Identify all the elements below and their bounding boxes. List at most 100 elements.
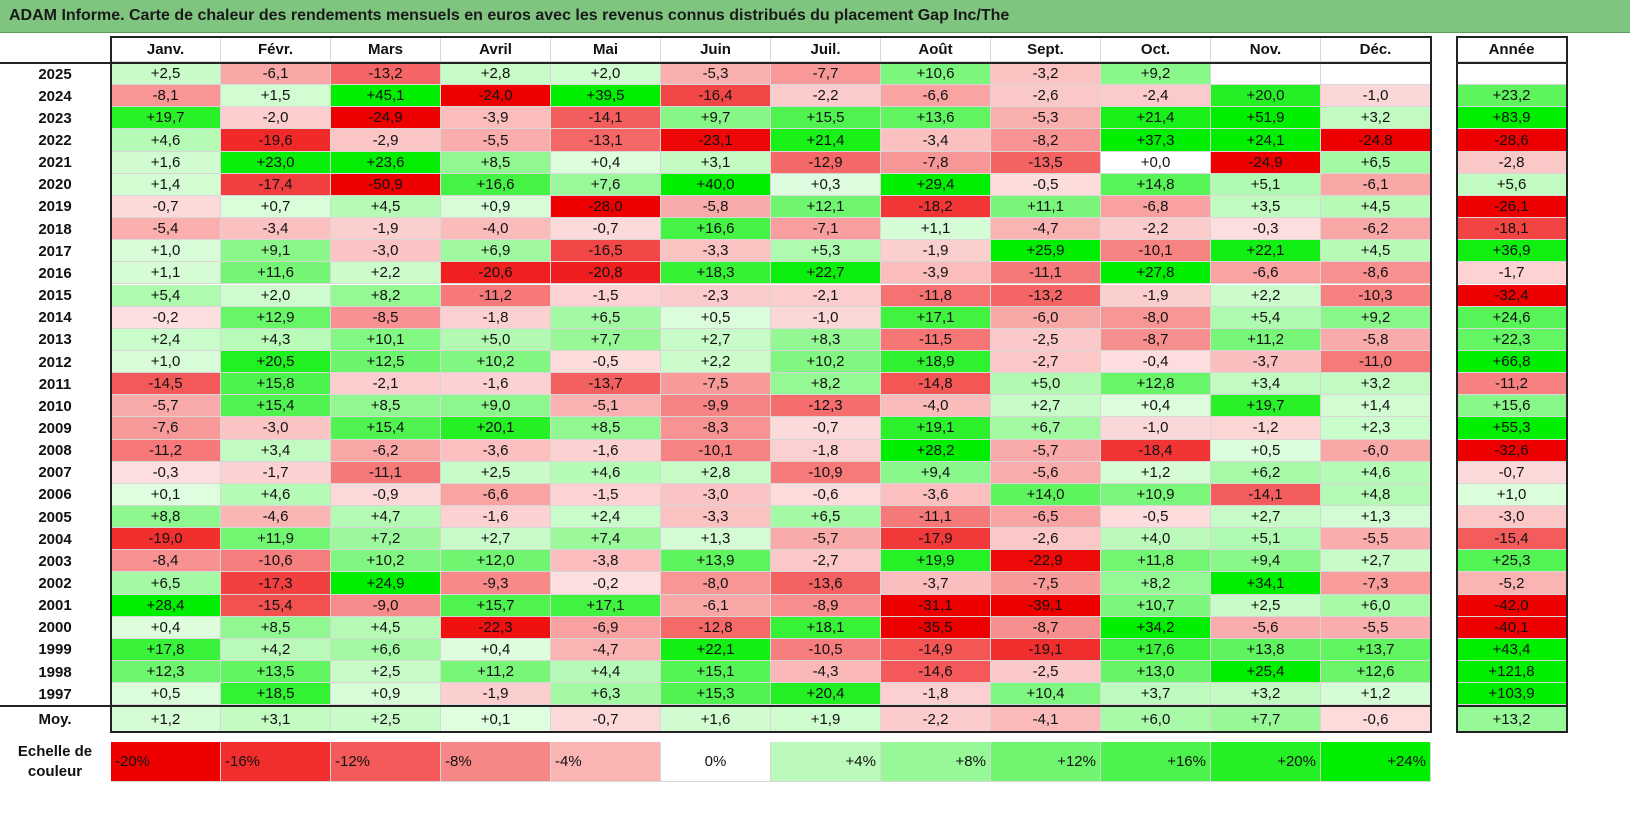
heatmap-cell: +1,1 [111,262,221,285]
heatmap-cell: +6,5 [551,306,661,329]
heatmap-cell: +2,2 [331,262,441,285]
heatmap-cell: +45,1 [331,85,441,108]
heatmap-cell: +6,0 [1321,594,1431,617]
heatmap-cell: +3,7 [1101,683,1211,706]
heatmap-cell: +2,7 [441,528,551,551]
heatmap-cell: -3,3 [661,240,771,263]
color-scale-step: 0% [661,742,771,782]
column-header: Mai [551,37,661,62]
heatmap-cell: +20,5 [221,350,331,374]
row-year-label: 2008 [38,442,72,460]
heatmap-cell: +10,1 [331,328,441,351]
heatmap-cell: +1,0 [111,350,221,374]
average-cell: -0,6 [1321,707,1431,732]
heatmap-cell: +2,5 [441,461,551,484]
heatmap-cell: +12,8 [1101,373,1211,396]
heatmap-cell: -3,0 [331,240,441,263]
heatmap-cell: +2,8 [661,461,771,484]
heatmap-cell: +7,6 [551,173,661,196]
heatmap-cell: +12,0 [441,550,551,573]
heatmap-cell: -3,0 [661,483,771,506]
heatmap-cell: +17,1 [551,594,661,617]
heatmap-cell: +5,1 [1211,173,1321,196]
heatmap-cell: -3,7 [881,572,991,595]
heatmap-cell: -10,1 [1101,240,1211,263]
heatmap-cell: +2,0 [551,63,661,86]
heatmap-cell: +0,0 [1101,151,1211,174]
heatmap-cell: +14,0 [991,483,1101,506]
heatmap-cell: -6,0 [1321,439,1431,462]
heatmap-cell: -5,6 [991,461,1101,484]
row-year-label: 2015 [38,287,72,305]
row-year-label: 2004 [38,530,72,548]
heatmap-cell: -8,5 [331,306,441,329]
heatmap-cell: +4,8 [1321,483,1431,506]
heatmap-cell: -2,9 [331,129,441,152]
color-scale-step: -12% [331,742,441,782]
annual-cell: -42,0 [1457,594,1567,617]
heatmap-cell: -8,0 [661,572,771,595]
heatmap-cell: -11,2 [441,284,551,307]
heatmap-cell: -0,7 [551,218,661,241]
heatmap-cell: -7,1 [771,218,881,241]
heatmap-cell: -0,3 [111,461,221,484]
heatmap-cell: -24,0 [441,85,551,108]
heatmap-cell: -5,1 [551,395,661,418]
heatmap-cell: -5,3 [661,63,771,86]
heatmap-cell: +6,9 [441,240,551,263]
annual-cell: -15,4 [1457,528,1567,551]
heatmap-cell: -6,2 [331,439,441,462]
heatmap-cell: -6,1 [1321,173,1431,196]
heatmap-cell: -9,9 [661,395,771,418]
heatmap-cell: +0,4 [551,151,661,174]
average-cell: +1,9 [771,707,881,732]
row-year-label: 2019 [38,198,72,216]
heatmap-cell: +2,7 [661,328,771,351]
year-header-separator [1457,62,1567,64]
heatmap-cell: +8,5 [221,616,331,639]
heatmap-cell: -15,4 [221,594,331,617]
heatmap-cell: -1,0 [1321,85,1431,108]
average-cell: -4,1 [991,707,1101,732]
heatmap-cell: -2,6 [991,528,1101,551]
heatmap-cell: +1,3 [1321,506,1431,529]
annual-cell: -3,0 [1457,506,1567,529]
color-scale-step: -4% [551,742,661,782]
annual-cell [1457,63,1567,86]
heatmap-cell: +2,5 [331,661,441,684]
heatmap-cell: -9,3 [441,572,551,595]
annual-cell: -26,1 [1457,195,1567,219]
column-header: Déc. [1321,37,1431,62]
heatmap-cell: +22,7 [771,262,881,285]
heatmap-cell: +15,1 [661,661,771,684]
heatmap-cell: +3,2 [1211,683,1321,706]
color-scale-label: Echelle de couleur [17,743,93,780]
color-scale-step: +4% [771,742,881,782]
row-year-label: 2017 [38,242,72,260]
heatmap-cell: -14,8 [881,373,991,396]
heatmap-cell: -2,1 [771,284,881,307]
heatmap-cell: +2,3 [1321,417,1431,440]
heatmap-cell: +5,0 [991,373,1101,396]
heatmap-cell: -3,6 [441,439,551,462]
row-year-label: 2024 [38,87,72,105]
heatmap-cell: +13,0 [1101,661,1211,684]
heatmap-cell: -0,6 [771,483,881,506]
heatmap-cell: -16,5 [551,240,661,263]
average-cell: +2,5 [331,707,441,732]
heatmap-cell: +4,2 [221,638,331,662]
row-year-label: 2013 [38,331,72,349]
heatmap-cell: +2,2 [1211,284,1321,307]
heatmap-cell: -7,5 [991,572,1101,595]
heatmap-cell: +2,7 [991,395,1101,418]
heatmap-cell: +22,1 [1211,240,1321,263]
column-header: Juin [661,37,771,62]
annual-cell: +25,3 [1457,550,1567,573]
column-header: Janv. [111,37,221,62]
heatmap-cell: +9,2 [1101,63,1211,86]
heatmap-cell: -8,4 [111,550,221,573]
heatmap-cell: -6,6 [1211,262,1321,285]
heatmap-cell: +24,1 [1211,129,1321,152]
heatmap-cell: -16,4 [661,85,771,108]
heatmap-cell: +4,4 [551,661,661,684]
